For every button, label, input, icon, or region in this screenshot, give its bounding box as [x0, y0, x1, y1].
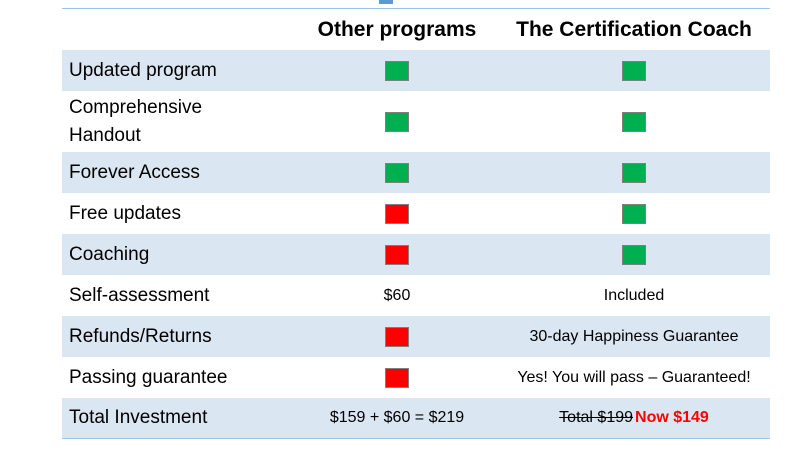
table-header: Other programs The Certification Coach — [62, 9, 770, 50]
check-icon — [622, 162, 646, 183]
row-label: Comprehensive Handout — [69, 96, 203, 146]
other-value: $60 — [383, 286, 411, 304]
row-label: Self-assessment — [69, 284, 210, 306]
row-label: Forever Access — [69, 161, 200, 183]
cross-icon — [385, 367, 409, 388]
table-row: Passing guarantee Yes! You will pass – G… — [62, 357, 770, 398]
cross-icon — [385, 203, 409, 224]
check-icon — [622, 244, 646, 265]
table-row: Refunds/Returns 30-day Happiness Guarant… — [62, 316, 770, 357]
table-row: Updated program — [62, 50, 770, 91]
table-row: Self-assessment $60 Included — [62, 275, 770, 316]
coach-price: Total $199 Now $149 — [498, 409, 770, 427]
cross-icon — [385, 326, 409, 347]
cross-icon — [385, 244, 409, 265]
check-icon — [385, 162, 409, 183]
table-row: Total Investment $159 + $60 = $219 Total… — [62, 398, 770, 438]
other-value: $159 + $60 = $219 — [329, 409, 465, 426]
coach-value: Yes! You will pass – Guaranteed! — [517, 368, 751, 386]
check-icon — [622, 203, 646, 224]
top-accent-bar — [379, 0, 393, 4]
coach-value: Included — [603, 286, 665, 304]
row-label: Refunds/Returns — [69, 325, 212, 347]
header-other-programs: Other programs — [317, 17, 477, 41]
row-label: Updated program — [69, 59, 217, 81]
old-price: Total $199 — [559, 409, 634, 426]
row-label: Coaching — [69, 243, 150, 265]
row-label: Passing guarantee — [69, 366, 228, 388]
check-icon — [622, 111, 646, 132]
check-icon — [385, 60, 409, 81]
comparison-table: Other programs The Certification Coach U… — [62, 8, 770, 439]
table-row: Comprehensive Handout — [62, 91, 770, 152]
row-label: Free updates — [69, 202, 181, 224]
check-icon — [622, 60, 646, 81]
table-row: Coaching — [62, 234, 770, 275]
table-row: Free updates — [62, 193, 770, 234]
table-row: Forever Access — [62, 152, 770, 193]
check-icon — [385, 111, 409, 132]
row-label: Total Investment — [69, 407, 208, 428]
header-certification-coach: The Certification Coach — [516, 17, 752, 41]
new-price: Now $149 — [635, 409, 709, 426]
coach-value: 30-day Happiness Guarantee — [529, 327, 739, 345]
